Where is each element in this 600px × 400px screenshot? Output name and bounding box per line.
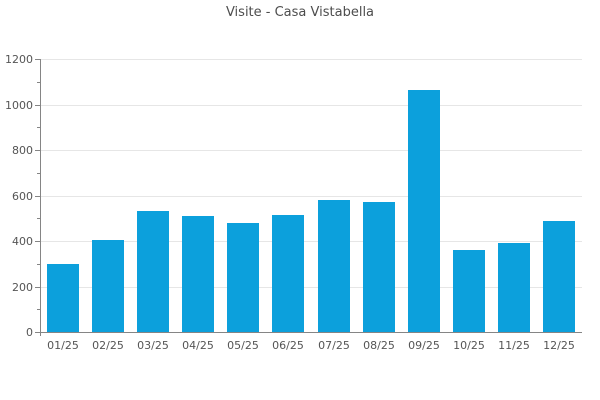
bar bbox=[137, 211, 169, 332]
gridline bbox=[41, 150, 582, 151]
bar bbox=[408, 90, 440, 332]
x-axis-tick-label: 06/25 bbox=[272, 339, 304, 352]
y-axis-line bbox=[40, 59, 41, 336]
y-axis-minor-tick bbox=[37, 309, 40, 310]
gridline bbox=[41, 241, 582, 242]
bar bbox=[92, 240, 124, 332]
y-axis-tick-label: 800 bbox=[12, 144, 33, 157]
x-axis-tick-label: 03/25 bbox=[137, 339, 169, 352]
y-axis-minor-tick bbox=[37, 127, 40, 128]
y-axis-tick-label: 600 bbox=[12, 190, 33, 203]
x-axis-tick-label: 10/25 bbox=[453, 339, 485, 352]
x-axis-tick-label: 09/25 bbox=[408, 339, 440, 352]
y-axis-tick-label: 1000 bbox=[5, 99, 33, 112]
chart-title: Visite - Casa Vistabella bbox=[225, 5, 375, 20]
y-axis-tick bbox=[35, 59, 40, 60]
gridline bbox=[41, 59, 582, 60]
bar bbox=[272, 215, 304, 332]
x-axis-tick-label: 04/25 bbox=[182, 339, 214, 352]
x-axis-tick-label: 02/25 bbox=[92, 339, 124, 352]
bar bbox=[543, 221, 575, 332]
bar bbox=[453, 250, 485, 332]
x-axis-tick-label: 05/25 bbox=[227, 339, 259, 352]
gridline bbox=[41, 287, 582, 288]
y-axis-tick-label: 400 bbox=[12, 235, 33, 248]
y-axis-minor-tick bbox=[37, 264, 40, 265]
y-axis-tick bbox=[35, 150, 40, 151]
bar bbox=[498, 243, 530, 332]
y-axis-minor-tick bbox=[37, 218, 40, 219]
y-axis-tick-label: 1200 bbox=[5, 53, 33, 66]
x-axis-tick-label: 07/25 bbox=[318, 339, 350, 352]
x-axis-tick-label: 01/25 bbox=[47, 339, 79, 352]
bar bbox=[363, 202, 395, 332]
y-axis-tick bbox=[35, 196, 40, 197]
x-axis-tick-label: 12/25 bbox=[543, 339, 575, 352]
y-axis-tick bbox=[35, 332, 40, 333]
gridline bbox=[41, 196, 582, 197]
y-axis-tick bbox=[35, 287, 40, 288]
y-axis-minor-tick bbox=[37, 173, 40, 174]
x-axis-tick-label: 08/25 bbox=[363, 339, 395, 352]
x-axis-tick-label: 11/25 bbox=[498, 339, 530, 352]
x-axis-line bbox=[40, 332, 582, 333]
bar bbox=[182, 216, 214, 332]
y-axis-tick bbox=[35, 241, 40, 242]
y-axis-tick-label: 0 bbox=[26, 326, 33, 339]
y-axis-tick-label: 200 bbox=[12, 281, 33, 294]
gridline bbox=[41, 105, 582, 106]
y-axis-minor-tick bbox=[37, 82, 40, 83]
bar bbox=[227, 223, 259, 332]
y-axis-tick bbox=[35, 105, 40, 106]
bar bbox=[47, 264, 79, 332]
bar bbox=[318, 200, 350, 332]
